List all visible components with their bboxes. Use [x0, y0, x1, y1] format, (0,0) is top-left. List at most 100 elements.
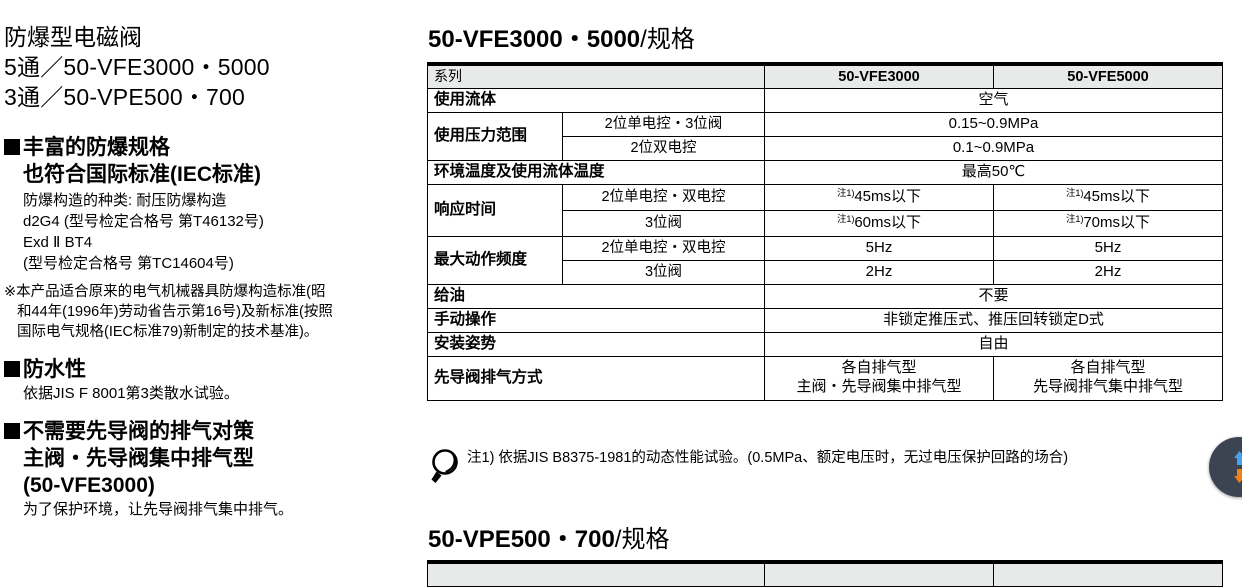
pilot-exhaust-vfe5000-line1: 各自排气型 [1000, 359, 1216, 378]
row-label-temperature: 环境温度及使用流体温度 [428, 160, 765, 184]
row-value-fluid: 空气 [765, 88, 1223, 112]
row-label-manual-operation: 手动操作 [428, 308, 765, 332]
footnote-note1: 注1) 依据JIS B8375-1981的动态性能试验。(0.5MPa、额定电压… [429, 446, 1229, 486]
feature-block-waterproof: 防水性 依据JIS F 8001第3类散水试验。 [4, 356, 414, 404]
feature-heading-3-text: 不需要先导阀的排气对策 [23, 420, 254, 443]
arrow-up-icon[interactable] [1233, 450, 1242, 466]
row-value-freq-3pos-vfe3000: 2Hz [765, 260, 994, 284]
standards-note-line-1: ※本产品适合原来的电气机械器具防爆构造标准(昭 [4, 284, 325, 300]
row-label-mounting-orientation: 安装姿势 [428, 332, 765, 356]
feature-subline-2-0: 依据JIS F 8001第3类散水试验。 [4, 383, 414, 404]
response-3pos-vfe3000-value: 60ms以下 [854, 214, 921, 231]
row-value-mounting-orientation: 自由 [765, 332, 1223, 356]
response-3pos-vfe5000-value: 70ms以下 [1083, 214, 1150, 231]
section-title-vfe: 50-VFE3000・5000/规格 [428, 26, 695, 54]
header-col-vfe3000: 50-VFE3000 [765, 64, 994, 88]
row-label-max-frequency: 最大动作频度 [428, 236, 563, 284]
section-title-vfe-model: 50-VFE3000・5000 [428, 26, 640, 53]
row-sub-pressure-2pos-double: 2位双电控 [563, 136, 765, 160]
standards-note-line-3: 国际电气规格(IEC标准79)新制定的技术基准)。 [4, 322, 414, 342]
header-col-vfe5000: 50-VFE5000 [994, 64, 1223, 88]
feature-heading-3: 不需要先导阀的排气对策 [4, 418, 414, 445]
table-row [428, 562, 1223, 586]
bullet-square-icon [4, 361, 20, 377]
row-value-freq-2pos-vfe3000: 5Hz [765, 236, 994, 260]
note-ref-1: 注1) [837, 188, 854, 199]
table-row: 环境温度及使用流体温度 最高50℃ [428, 160, 1223, 184]
footnote-text: 注1) 依据JIS B8375-1981的动态性能试验。(0.5MPa、额定电压… [467, 446, 1068, 468]
table-row: 手动操作 非锁定推压式、推压回转锁定D式 [428, 308, 1223, 332]
row-value-freq-3pos-vfe5000: 2Hz [994, 260, 1223, 284]
pilot-exhaust-vfe3000-line1: 各自排气型 [771, 359, 987, 378]
vpe-header-cell-2 [765, 562, 994, 586]
row-label-pressure-range: 使用压力范围 [428, 112, 563, 160]
feature-block-explosion-proof: 丰富的防爆规格 也符合国际标准(IEC标准) 防爆构造的种类: 耐压防爆构造 d… [4, 134, 414, 274]
feature-heading-2: 防水性 [4, 356, 414, 383]
note-ref-1: 注1) [1066, 214, 1083, 225]
response-2pos-vfe5000-value: 45ms以下 [1083, 188, 1150, 205]
row-value-manual-operation: 非锁定推压式、推压回转锁定D式 [765, 308, 1223, 332]
bullet-square-icon [4, 423, 20, 439]
feature-block-exhaust: 不需要先导阀的排气对策 主阀・先导阀集中排气型 (50-VFE3000) 为了保… [4, 418, 414, 520]
spec-table-vfe: 系列 50-VFE3000 50-VFE5000 使用流体 空气 使用压力范围 … [427, 62, 1223, 401]
row-value-pilot-exhaust-vfe5000: 各自排气型 先导阀排气集中排气型 [994, 356, 1223, 400]
feature-heading-3-cont2: (50-VFE3000) [4, 472, 414, 499]
note-ref-1: 注1) [1066, 188, 1083, 199]
arrow-down-icon[interactable] [1233, 468, 1242, 484]
section-title-vpe-suffix: /规格 [615, 526, 670, 553]
row-value-temperature: 最高50℃ [765, 160, 1223, 184]
row-sub-freq-2pos: 2位单电控・双电控 [563, 236, 765, 260]
feature-subline-3-0: 为了保护环境，让先导阀排气集中排气。 [4, 499, 414, 520]
row-value-response-2pos-vfe3000: 注1)45ms以下 [765, 184, 994, 210]
pilot-exhaust-vfe3000-line2: 主阀・先导阀集中排气型 [771, 378, 987, 397]
row-label-pilot-exhaust: 先导阀排气方式 [428, 356, 765, 400]
section-title-vfe-suffix: /规格 [640, 26, 695, 53]
spec-table-vpe [427, 560, 1223, 587]
feature-heading-3-cont: 主阀・先导阀集中排气型 [4, 445, 414, 472]
feature-subline-1-1: d2G4 (型号检定合格号 第T46132号) [4, 211, 414, 232]
right-spec-pane: 50-VFE3000・5000/规格 系列 50-VFE3000 50-VFE5… [427, 0, 1242, 565]
row-value-lubrication: 不要 [765, 284, 1223, 308]
row-value-pilot-exhaust-vfe3000: 各自排气型 主阀・先导阀集中排气型 [765, 356, 994, 400]
feature-heading-1-text: 丰富的防爆规格 [23, 136, 170, 159]
standards-note-line-2: 和44年(1996年)劳动省告示第16号)及新标准(按照 [4, 302, 414, 322]
row-label-fluid: 使用流体 [428, 88, 765, 112]
row-value-pressure-2pos-single: 0.15~0.9MPa [765, 112, 1223, 136]
feature-subline-1-3: (型号检定合格号 第TC14604号) [4, 253, 414, 274]
row-label-response-time: 响应时间 [428, 184, 563, 236]
feature-subline-1-0: 防爆构造的种类: 耐压防爆构造 [4, 190, 414, 211]
standards-note: ※本产品适合原来的电气机械器具防爆构造标准(昭 和44年(1996年)劳动省告示… [4, 282, 414, 342]
pilot-exhaust-vfe5000-line2: 先导阀排气集中排气型 [1000, 378, 1216, 397]
section-title-vpe-model: 50-VPE500・700 [428, 526, 615, 553]
note-ref-1: 注1) [837, 214, 854, 225]
row-value-freq-2pos-vfe5000: 5Hz [994, 236, 1223, 260]
row-value-response-3pos-vfe5000: 注1)70ms以下 [994, 210, 1223, 236]
bullet-square-icon [4, 139, 20, 155]
vpe-header-cell-1 [428, 562, 765, 586]
table-row: 给油 不要 [428, 284, 1223, 308]
row-sub-pressure-2pos-single: 2位单电控・3位阀 [563, 112, 765, 136]
product-title-line-2: 5通／50-VFE3000・5000 [4, 52, 414, 82]
table-row: 响应时间 2位单电控・双电控 注1)45ms以下 注1)45ms以下 [428, 184, 1223, 210]
row-value-response-3pos-vfe3000: 注1)60ms以下 [765, 210, 994, 236]
magnifier-icon [429, 446, 467, 486]
left-info-pane: 防爆型电磁阀 5通／50-VFE3000・5000 3通／50-VPE500・7… [0, 0, 420, 565]
header-series-label: 系列 [428, 64, 765, 88]
table-row: 使用流体 空气 [428, 88, 1223, 112]
row-label-lubrication: 给油 [428, 284, 765, 308]
row-sub-response-3pos: 3位阀 [563, 210, 765, 236]
row-sub-freq-3pos: 3位阀 [563, 260, 765, 284]
table-row: 系列 50-VFE3000 50-VFE5000 [428, 64, 1223, 88]
feature-heading-2-text: 防水性 [23, 358, 86, 381]
table-row: 最大动作频度 2位单电控・双电控 5Hz 5Hz [428, 236, 1223, 260]
table-row: 安装姿势 自由 [428, 332, 1223, 356]
vpe-header-cell-3 [994, 562, 1223, 586]
product-title-line-1: 防爆型电磁阀 [4, 22, 414, 52]
section-title-vpe: 50-VPE500・700/规格 [428, 526, 669, 554]
row-value-response-2pos-vfe5000: 注1)45ms以下 [994, 184, 1223, 210]
feature-heading-1-cont: 也符合国际标准(IEC标准) [4, 161, 414, 188]
table-row: 先导阀排气方式 各自排气型 主阀・先导阀集中排气型 各自排气型 先导阀排气集中排… [428, 356, 1223, 400]
feature-heading-1: 丰富的防爆规格 [4, 134, 414, 161]
product-title-line-3: 3通／50-VPE500・700 [4, 82, 414, 112]
row-sub-response-2pos: 2位单电控・双电控 [563, 184, 765, 210]
